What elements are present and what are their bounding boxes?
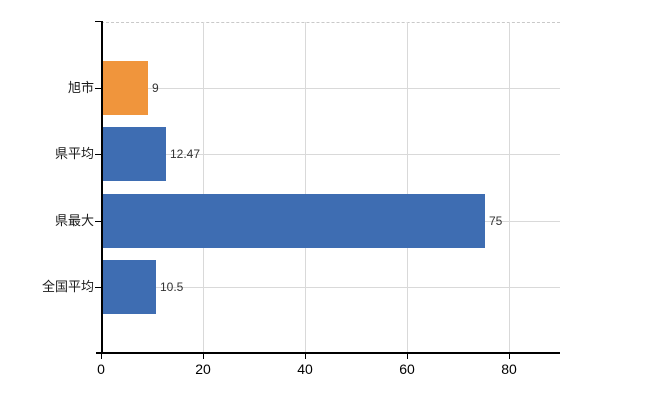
bar-value-label: 9 [152, 81, 159, 95]
gridline-horizontal [101, 88, 560, 89]
bar-value-label: 10.5 [160, 280, 184, 294]
y-axis-top-tick [95, 21, 101, 22]
category-label: 全国平均 [41, 279, 94, 294]
gridline-vertical [203, 22, 204, 353]
x-tick [203, 354, 204, 359]
x-tick-label: 20 [195, 361, 211, 377]
gridline-vertical [305, 22, 306, 353]
bar [102, 194, 485, 248]
gridline-vertical [407, 22, 408, 353]
x-tick [407, 354, 408, 359]
category-label: 県最大 [54, 213, 94, 228]
x-tick [101, 354, 102, 359]
x-tick-label: 40 [297, 361, 313, 377]
bar [102, 127, 166, 181]
plot-top-border [101, 22, 560, 23]
y-axis [101, 21, 103, 353]
x-axis [96, 352, 560, 354]
x-tick-label: 60 [399, 361, 415, 377]
x-tick-label: 0 [97, 361, 105, 377]
bar [102, 260, 156, 314]
x-tick [305, 354, 306, 359]
category-tick [95, 88, 101, 89]
category-label: 旭市 [67, 80, 94, 95]
gridline-horizontal [101, 154, 560, 155]
bar-value-label: 75 [489, 214, 503, 228]
x-tick [509, 354, 510, 359]
category-tick [95, 287, 101, 288]
category-label: 県平均 [54, 146, 94, 161]
category-tick [95, 221, 101, 222]
gridline-vertical [509, 22, 510, 353]
bar [102, 61, 148, 115]
category-tick [95, 154, 101, 155]
x-tick-label: 80 [501, 361, 517, 377]
bar-value-label: 12.47 [170, 147, 201, 161]
gridline-horizontal [101, 287, 560, 288]
